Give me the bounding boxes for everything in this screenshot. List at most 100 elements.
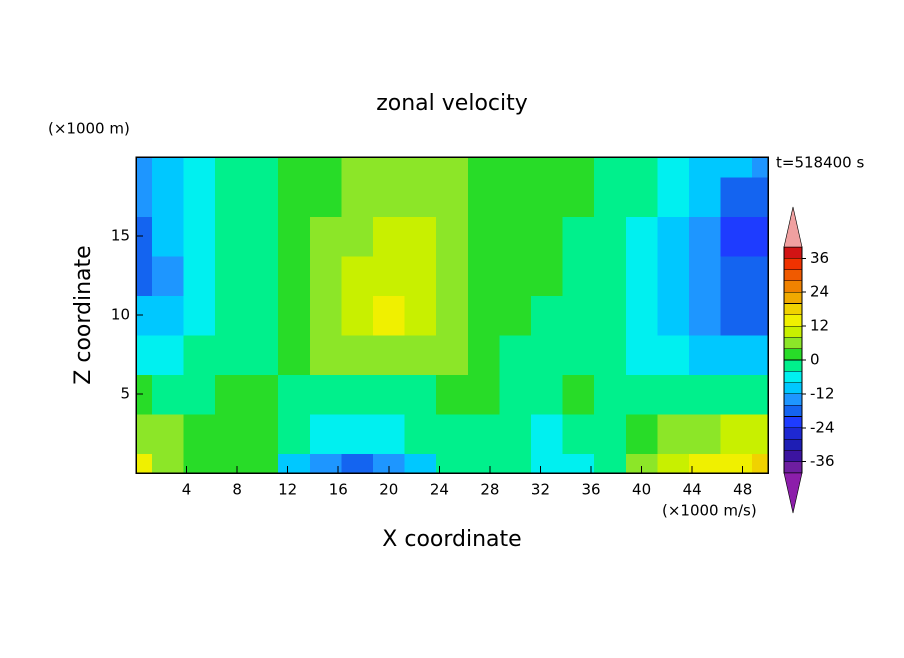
- contour-cell: [309, 413, 342, 454]
- contour-cell: [752, 216, 769, 257]
- contour-cell: [309, 295, 342, 336]
- contour-cell: [562, 374, 595, 415]
- contour-cell: [136, 255, 153, 296]
- contour-cell: [720, 216, 753, 257]
- contour-cell: [436, 334, 469, 375]
- colorbar-under: [783, 472, 803, 514]
- contour-cell: [467, 176, 500, 217]
- contour-cell: [151, 453, 184, 474]
- y-tick-label: 5: [120, 385, 130, 403]
- contour-cell: [341, 453, 374, 474]
- x-tick-label: 24: [430, 481, 449, 499]
- colorbar-band: [783, 246, 803, 259]
- time-label: t=518400 s: [776, 154, 864, 172]
- contour-cell: [246, 255, 279, 296]
- contour-cell: [689, 413, 722, 454]
- colorbar-tick-label: -12: [810, 384, 835, 402]
- y-tick-label: 10: [111, 306, 130, 324]
- contour-cell: [594, 176, 627, 217]
- contour-cell: [531, 255, 564, 296]
- contour-cell: [278, 374, 311, 415]
- contour-cell: [531, 374, 564, 415]
- contour-cell: [436, 295, 469, 336]
- contour-cell: [136, 453, 153, 474]
- contour-cell: [594, 295, 627, 336]
- contour-cell: [752, 374, 769, 415]
- contour-cell: [309, 255, 342, 296]
- contour-cell: [246, 295, 279, 336]
- contour-cell: [373, 453, 406, 474]
- contour-cell: [151, 216, 184, 257]
- colorbar-band: [783, 438, 803, 451]
- x-tick-label: 48: [733, 481, 752, 499]
- contour-cell: [531, 176, 564, 217]
- contour-cell: [594, 374, 627, 415]
- contour-cell: [278, 453, 311, 474]
- contour-cell: [373, 216, 406, 257]
- contour-cell: [531, 295, 564, 336]
- contour-cell: [657, 295, 690, 336]
- contour-cell: [151, 295, 184, 336]
- contour-field: [136, 157, 769, 474]
- colorbar-tick-label: 24: [810, 283, 829, 301]
- contour-cell: [499, 255, 532, 296]
- contour-cell: [752, 334, 769, 375]
- contour-cell: [562, 255, 595, 296]
- contour-cell: [278, 216, 311, 257]
- colorbar-band: [783, 325, 803, 338]
- contour-cell: [183, 157, 216, 178]
- contour-cell: [689, 176, 722, 217]
- contour-cell: [341, 157, 374, 178]
- contour-cell: [752, 453, 769, 474]
- x-tick-label: 40: [632, 481, 651, 499]
- x-tick-label: 8: [232, 481, 242, 499]
- contour-cell: [136, 216, 153, 257]
- contour-cell: [499, 453, 532, 474]
- contour-cell: [309, 334, 342, 375]
- contour-cell: [467, 157, 500, 178]
- contour-cell: [404, 157, 437, 178]
- contour-cell: [404, 216, 437, 257]
- contour-cell: [657, 216, 690, 257]
- colorbar-tick-label: 36: [810, 249, 829, 267]
- contour-cell: [594, 255, 627, 296]
- contour-cell: [341, 295, 374, 336]
- x-tick-label: 44: [683, 481, 702, 499]
- contour-cell: [183, 453, 216, 474]
- colorbar-band: [783, 404, 803, 417]
- contour-cell: [625, 216, 658, 257]
- contour-cell: [136, 176, 153, 217]
- contour-cell: [151, 176, 184, 217]
- x-tick-label: 4: [182, 481, 192, 499]
- contour-cell: [436, 413, 469, 454]
- contour-cell: [625, 413, 658, 454]
- contour-cell: [404, 413, 437, 454]
- contour-cell: [467, 374, 500, 415]
- contour-cell: [625, 374, 658, 415]
- contour-cell: [404, 176, 437, 217]
- contour-cell: [136, 295, 153, 336]
- contour-cell: [309, 216, 342, 257]
- contour-cell: [309, 374, 342, 415]
- contour-cell: [594, 453, 627, 474]
- contour-cell: [689, 216, 722, 257]
- contour-cell: [720, 374, 753, 415]
- x-tick-label: 16: [329, 481, 348, 499]
- contour-cell: [151, 255, 184, 296]
- contour-cell: [151, 374, 184, 415]
- contour-cell: [278, 176, 311, 217]
- colorbar-tick-label: -24: [810, 418, 835, 436]
- y-axis-label: Z coordinate: [71, 245, 96, 384]
- contour-cell: [215, 334, 248, 375]
- contour-cell: [657, 157, 690, 178]
- contour-cell: [689, 453, 722, 474]
- axes: 4 8 12 16 20 24 28 32 36 40 44 4851015-36-24-120122…: [111, 156, 835, 514]
- contour-cell: [309, 157, 342, 178]
- contour-cell: [436, 374, 469, 415]
- colorbar-band: [783, 450, 803, 462]
- contour-cell: [309, 453, 342, 474]
- contour-cell: [625, 334, 658, 375]
- contour-cell: [467, 255, 500, 296]
- contour-cell: [499, 295, 532, 336]
